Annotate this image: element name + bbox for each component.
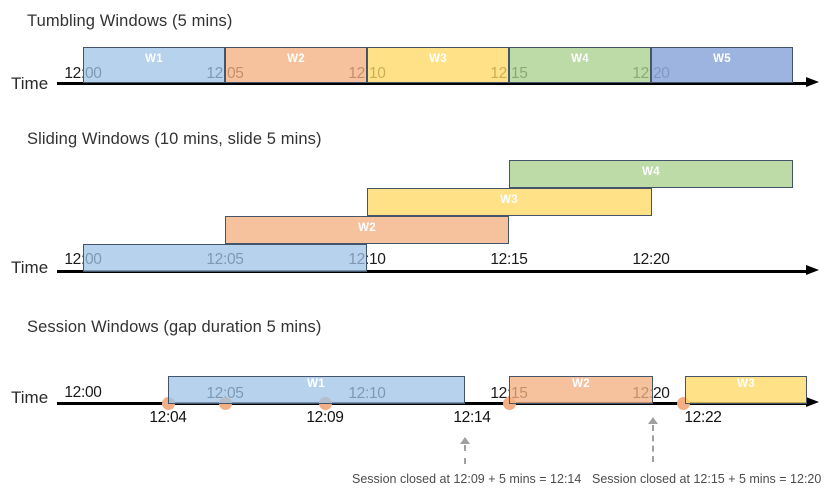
- time-axis-label: Time: [11, 258, 49, 277]
- window-label: W2: [287, 53, 305, 65]
- event-time-label: 12:14: [453, 409, 491, 426]
- window-label: W4: [571, 53, 589, 65]
- time-axis: [57, 270, 809, 273]
- axis-arrow-icon: [806, 77, 819, 87]
- event-time-label: 12:09: [306, 409, 344, 426]
- window-label: W3: [737, 378, 755, 390]
- window-box-w5: [651, 47, 793, 83]
- window-box-w3: [367, 47, 509, 83]
- window-box-w1: [83, 47, 225, 83]
- window-label: W2: [358, 222, 376, 234]
- time-axis-label: Time: [11, 388, 49, 407]
- window-box-w1: [168, 376, 465, 404]
- window-label: W2: [572, 378, 590, 390]
- tumbling-section-title: Tumbling Windows (5 mins): [27, 12, 233, 30]
- window-box-w2: [225, 47, 367, 83]
- time-axis-label: Time: [11, 74, 49, 93]
- window-box-w4: [509, 160, 793, 188]
- window-label: W4: [642, 166, 660, 178]
- axis-arrow-icon: [806, 265, 819, 275]
- window-label: W5: [713, 53, 731, 65]
- session-close-annotation: Session closed at 12:09 + 5 mins = 12:14: [352, 472, 582, 486]
- event-time-label: 12:22: [684, 409, 722, 426]
- window-label: W1: [307, 378, 325, 390]
- session-close-annotation: Session closed at 12:15 + 5 mins = 12:20: [592, 472, 822, 486]
- window-box-w2: [509, 376, 653, 404]
- window-box-w3: [367, 188, 652, 216]
- time-axis: [57, 82, 809, 85]
- window-box-w4: [509, 47, 651, 83]
- tick-label: 12:20: [632, 251, 670, 268]
- window-label: W1: [145, 53, 163, 65]
- sliding-section-title: Sliding Windows (10 mins, slide 5 mins): [27, 130, 322, 148]
- session-section-title: Session Windows (gap duration 5 mins): [27, 318, 322, 336]
- window-label: W3: [429, 53, 447, 65]
- window-box-w1: [83, 244, 367, 272]
- window-box-w3: [685, 376, 807, 404]
- session-close-arrow-icon: [459, 437, 471, 464]
- session-close-arrow-icon: [647, 417, 659, 462]
- window-box-w2: [225, 216, 509, 244]
- event-time-label: 12:04: [149, 409, 187, 426]
- tick-label: 12:15: [490, 251, 528, 268]
- window-label: W3: [500, 194, 518, 206]
- tick-label: 12:00: [64, 384, 102, 401]
- axis-arrow-icon: [806, 397, 819, 407]
